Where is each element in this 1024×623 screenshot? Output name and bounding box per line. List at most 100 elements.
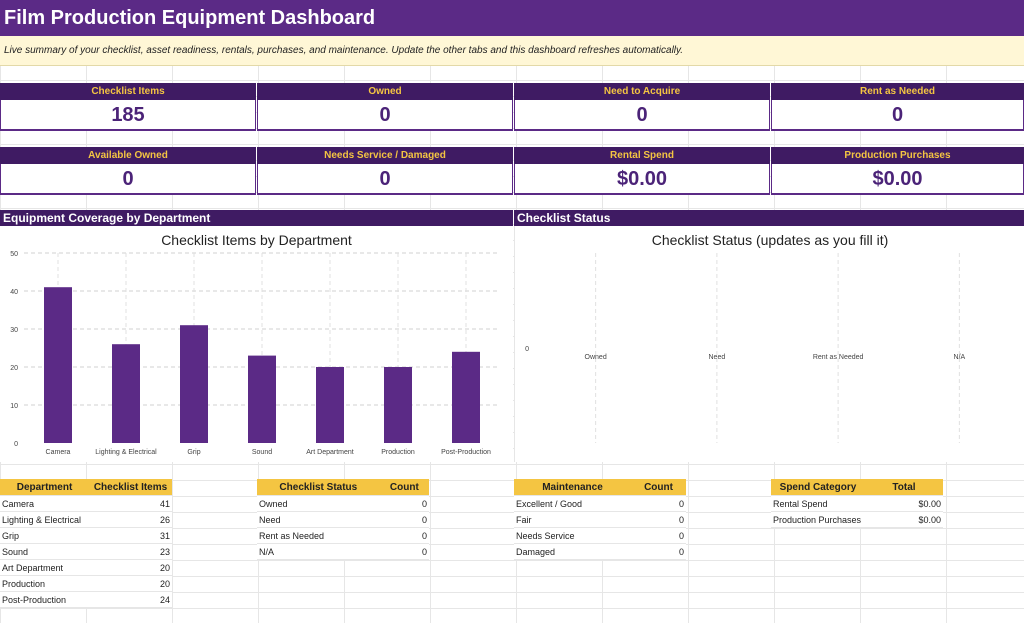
cell: Needs Service [514,527,632,544]
bar [452,351,480,443]
bar [384,367,412,443]
table-row[interactable]: Owned 0 [257,495,429,512]
cell: Damaged [514,543,632,560]
bar [248,355,276,443]
cell: 26 [89,511,172,528]
table-row[interactable]: Production 20 [0,575,172,592]
cell: 0 [631,511,686,528]
table-row[interactable]: Grip 31 [0,527,172,544]
x-tick-label: Production [381,449,415,456]
cell: 0 [379,495,429,512]
bar [44,287,72,443]
kpi-value: 185 [0,100,256,131]
cell: Post-Production [0,591,90,608]
table-header: Maintenance [514,479,632,496]
page-subtitle: Live summary of your checklist, asset re… [0,36,1024,66]
table-row[interactable]: Excellent / Good 0 [514,495,686,512]
cell: 0 [631,495,686,512]
section-coverage-header: Equipment Coverage by Department [0,210,513,226]
y-tick-label: 40 [10,289,18,296]
cell: 41 [89,495,172,512]
table-row[interactable]: Post-Production 24 [0,591,172,608]
kpi-label: Production Purchases [771,147,1024,164]
kpi-label: Rental Spend [514,147,770,164]
spend-table: Spend Category Total Rental Spend $0.00 P… [771,479,943,528]
section-status-header: Checklist Status [514,210,1024,226]
kpi-value: 0 [0,164,256,195]
table-row[interactable]: Sound 23 [0,543,172,560]
table-header: Count [631,479,686,496]
table-row[interactable]: Damaged 0 [514,543,686,560]
kpi-rent-as-needed[interactable]: Rent as Needed 0 [771,83,1024,131]
table-header: Total [865,479,943,496]
table-row[interactable]: Rent as Needed 0 [257,527,429,544]
cell: 23 [89,543,172,560]
bar [316,367,344,443]
kpi-label: Rent as Needed [771,83,1024,100]
x-tick-label: N/A [954,354,966,361]
cell: 0 [379,543,429,560]
kpi-label: Owned [257,83,513,100]
x-tick-label: Owned [585,354,607,361]
department-bar-chart-svg: 0 10 20 30 40 50 Camera Lighting & Electrical Gr… [10,251,500,456]
bar [112,344,140,443]
status-bar-chart-svg: 0 Owned Need Rent as Needed N/A [525,253,966,443]
status-table: Checklist Status Count Owned 0 Need 0 Rent… [257,479,429,560]
cell: 24 [89,591,172,608]
table-header: Count [379,479,429,496]
y-tick-label: 10 [10,403,18,410]
cell: Production Purchases [771,511,865,528]
cell: Need [257,511,380,528]
cell: 0 [631,543,686,560]
kpi-value: $0.00 [514,164,770,195]
kpi-need-to-acquire[interactable]: Need to Acquire 0 [514,83,770,131]
status-chart[interactable]: Checklist Status (updates as you fill it… [514,226,1024,462]
table-row[interactable]: N/A 0 [257,543,429,560]
kpi-needs-service[interactable]: Needs Service / Damaged 0 [257,147,513,195]
kpi-rental-spend[interactable]: Rental Spend $0.00 [514,147,770,195]
kpi-available-owned[interactable]: Available Owned 0 [0,147,256,195]
x-tick-label: Lighting & Electrical [95,449,157,456]
cell: 31 [89,527,172,544]
y-tick-label: 0 [14,441,18,448]
x-tick-label: Post-Production [441,449,491,456]
cell: 20 [89,575,172,592]
chart-title: Checklist Status (updates as you fill it… [651,232,889,248]
table-header: Checklist Items [89,479,172,496]
cell: 0 [379,511,429,528]
table-row[interactable]: Camera 41 [0,495,172,512]
kpi-production-purchases[interactable]: Production Purchases $0.00 [771,147,1024,195]
kpi-label: Need to Acquire [514,83,770,100]
cell: Art Department [0,559,90,576]
chart-title: Checklist Items by Department [161,232,352,248]
kpi-value: 0 [771,100,1024,131]
table-row[interactable]: Rental Spend $0.00 [771,495,943,512]
department-chart[interactable]: Checklist Items by Department 0 10 20 30 40 5… [0,226,513,462]
kpi-value: $0.00 [771,164,1024,195]
department-table: Department Checklist Items Camera 41 Ligh… [0,479,172,608]
cell: 0 [379,527,429,544]
cell: $0.00 [865,495,943,512]
x-tick-label: Rent as Needed [813,354,864,361]
bar [180,325,208,443]
table-row[interactable]: Lighting & Electrical 26 [0,511,172,528]
page-title: Film Production Equipment Dashboard [0,0,1024,36]
cell: Fair [514,511,632,528]
table-row[interactable]: Production Purchases $0.00 [771,511,943,528]
table-header: Spend Category [771,479,865,496]
cell: Rental Spend [771,495,865,512]
table-row[interactable]: Need 0 [257,511,429,528]
kpi-value: 0 [514,100,770,131]
x-tick-label: Camera [46,449,71,456]
x-tick-label: Art Department [306,449,354,456]
maintenance-table: Maintenance Count Excellent / Good 0 Fair… [514,479,686,560]
kpi-checklist-items[interactable]: Checklist Items 185 [0,83,256,131]
kpi-label: Checklist Items [0,83,256,100]
table-header: Checklist Status [257,479,380,496]
cell: Rent as Needed [257,527,380,544]
table-row[interactable]: Fair 0 [514,511,686,528]
table-row[interactable]: Art Department 20 [0,559,172,576]
kpi-owned[interactable]: Owned 0 [257,83,513,131]
table-row[interactable]: Needs Service 0 [514,527,686,544]
cell: Production [0,575,90,592]
